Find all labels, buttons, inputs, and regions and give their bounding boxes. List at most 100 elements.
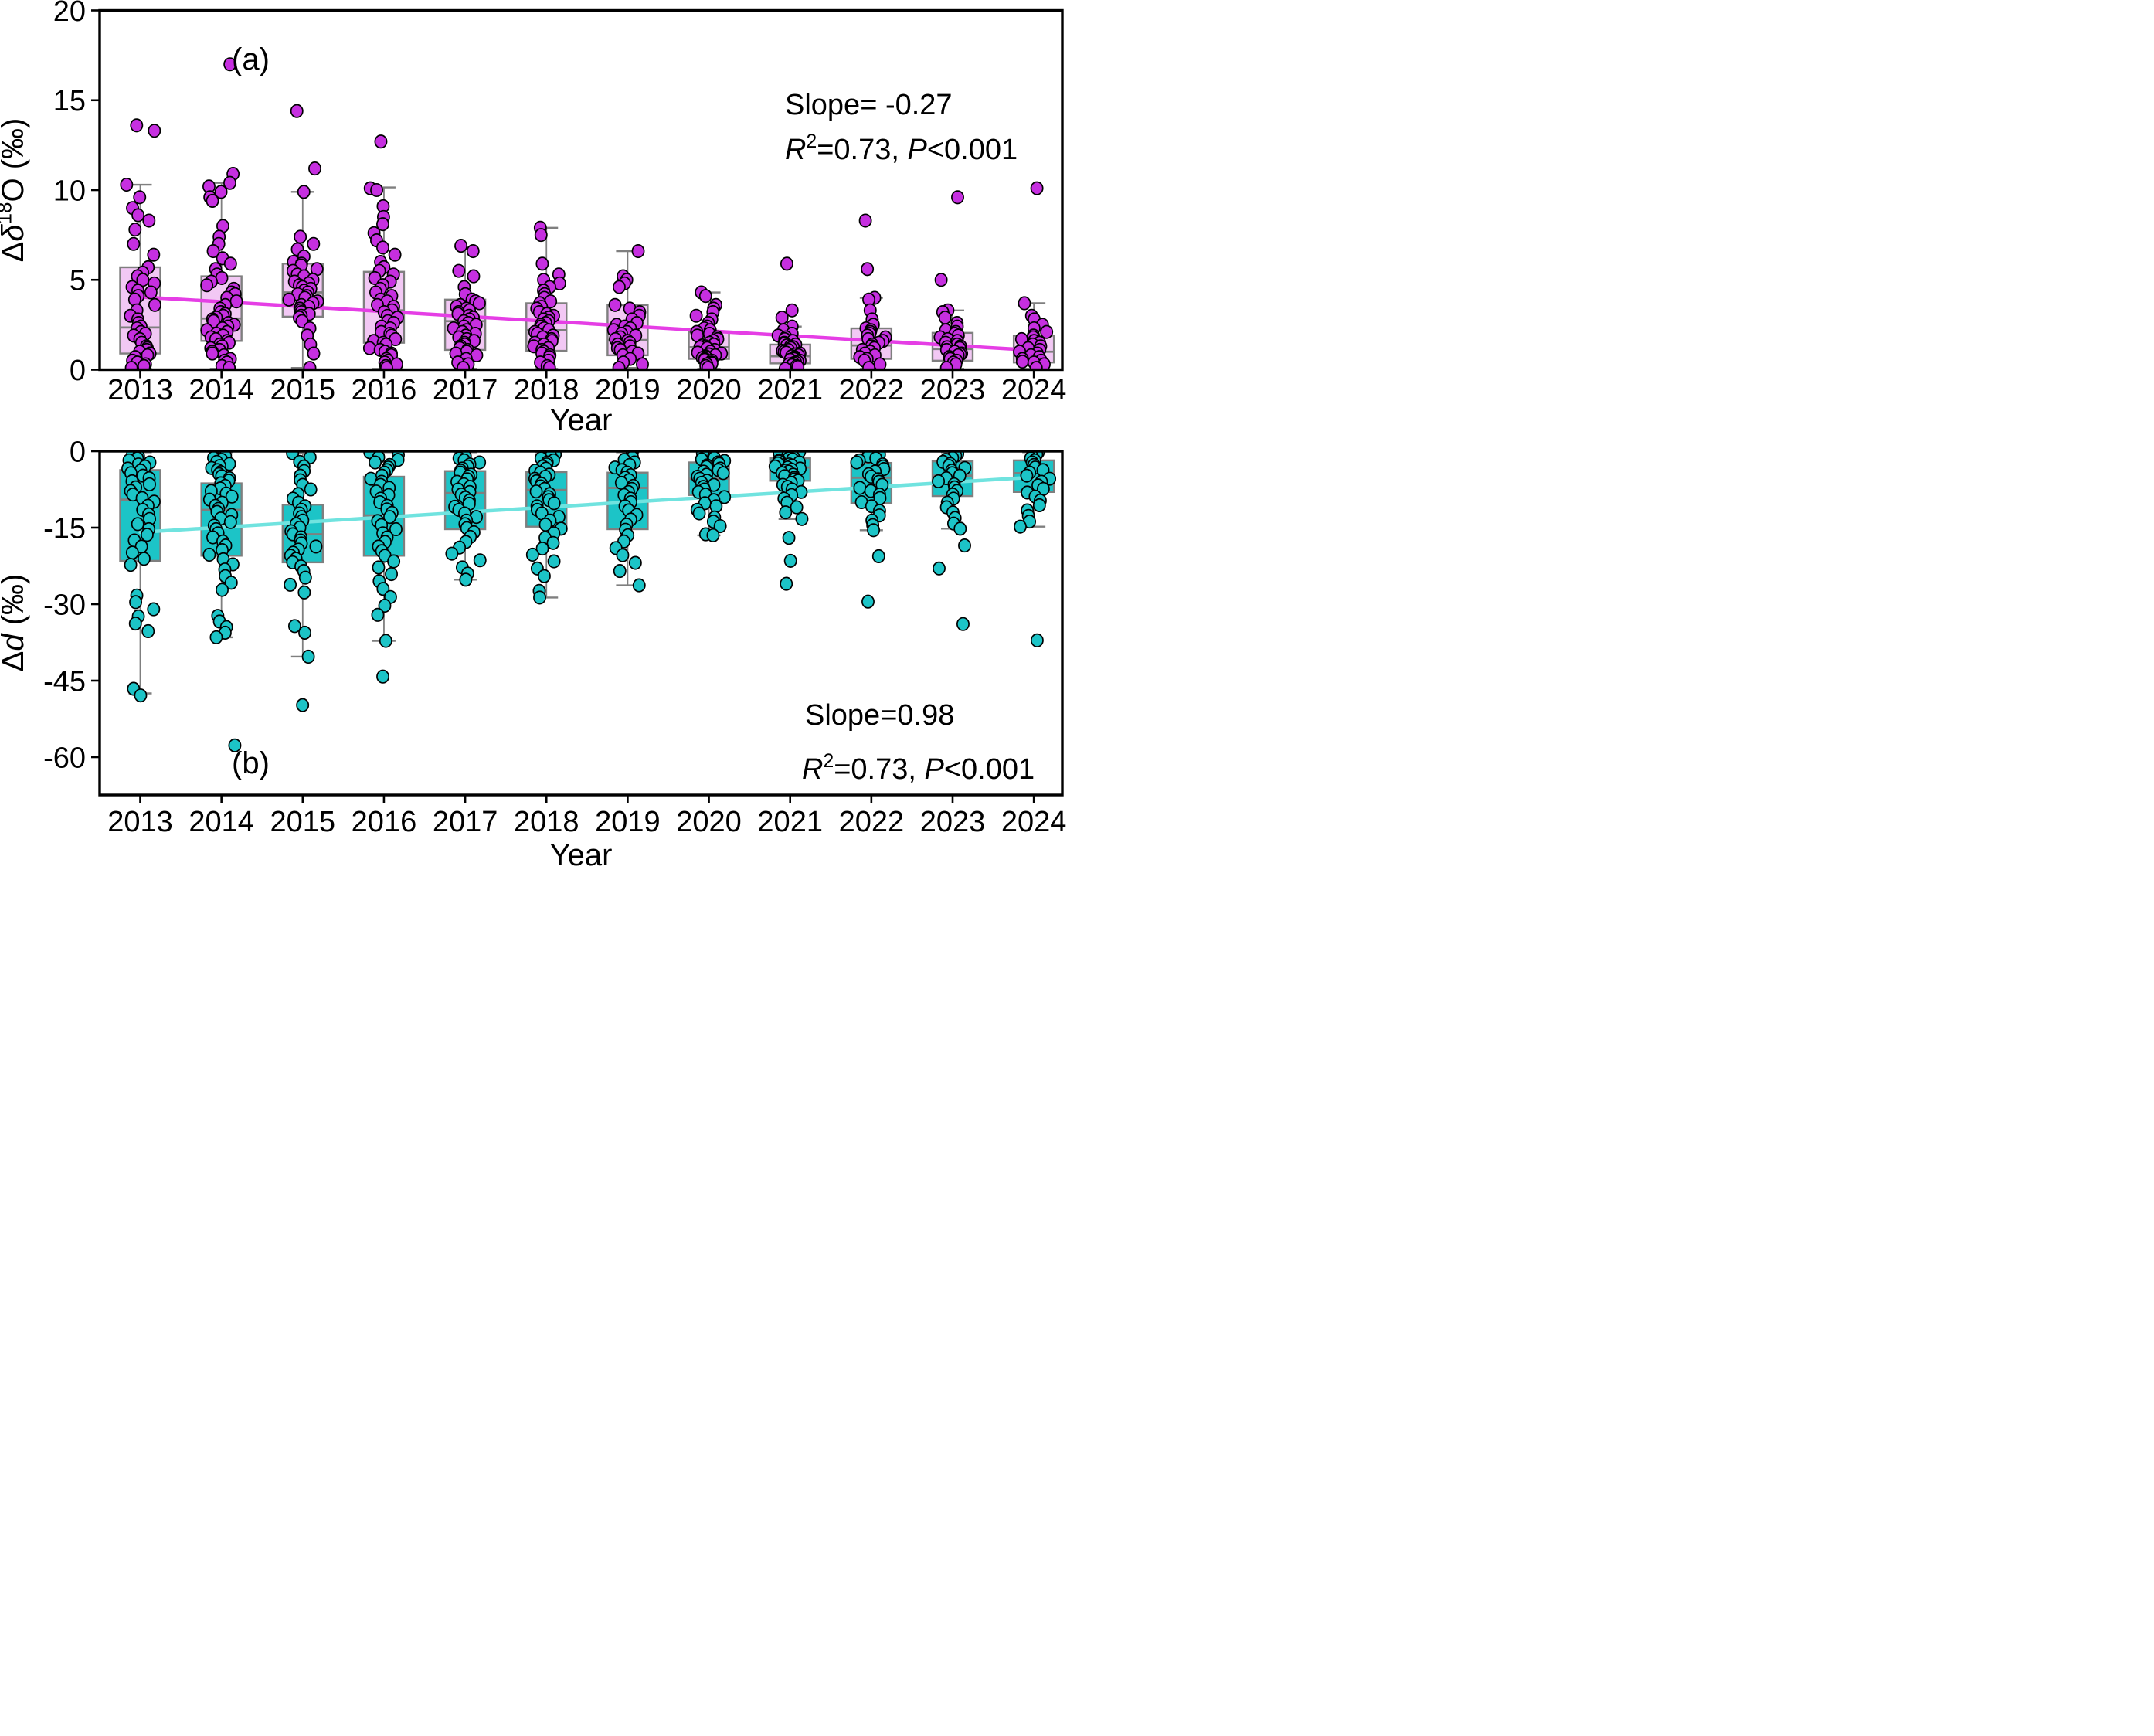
data-point — [698, 289, 712, 304]
data-point — [1020, 468, 1034, 483]
data-point — [307, 346, 321, 361]
points-2020 — [689, 285, 729, 370]
data-point — [120, 177, 134, 192]
y-tick-label: 0 — [70, 436, 86, 468]
points-2018 — [527, 220, 566, 370]
data-point — [706, 528, 720, 542]
data-point — [228, 738, 242, 752]
data-point — [1032, 498, 1046, 513]
x-tick-label: 2020 — [676, 374, 742, 406]
data-point — [223, 361, 236, 370]
data-point — [1015, 354, 1029, 369]
x-tick-label: 2017 — [433, 806, 498, 838]
data-point — [613, 564, 627, 579]
panel-b-layer: 0 -15 -30 -45 -60 2013 2014 2015 2016 2017 2018 201… — [0, 436, 1066, 838]
data-point — [785, 303, 799, 318]
data-point — [224, 576, 238, 590]
data-point — [127, 236, 141, 251]
data-point — [958, 538, 971, 553]
y-tick-label: -60 — [43, 742, 86, 774]
annotation-a-r2: R2=0.73, P<0.001 — [785, 131, 1018, 166]
data-point — [867, 523, 881, 538]
y-tick-label: 20 — [53, 0, 86, 28]
data-point — [473, 553, 487, 568]
data-point — [537, 569, 551, 583]
points-2022 — [850, 451, 891, 609]
data-point — [1018, 296, 1031, 311]
data-point — [376, 240, 389, 255]
x-tick-label: 2023 — [920, 374, 986, 406]
data-point — [372, 560, 386, 575]
points-2019 — [608, 451, 646, 593]
x-tick-label: 2019 — [595, 806, 661, 838]
data-point — [951, 190, 964, 205]
points-2013 — [120, 118, 161, 370]
plot-frame-b — [98, 450, 1064, 797]
x-tick-label: 2015 — [270, 806, 336, 838]
data-point — [307, 236, 321, 251]
data-point — [131, 517, 144, 532]
points-2015 — [284, 451, 323, 712]
yaxis-label-panel-a: Δδ18O (‰) — [0, 118, 30, 263]
xaxis-label-panel-a: Year — [550, 403, 613, 437]
data-point — [862, 361, 875, 370]
points-2022 — [853, 213, 892, 370]
data-point — [1014, 519, 1027, 534]
data-point — [533, 590, 546, 605]
points-2023 — [933, 190, 969, 370]
data-point — [612, 361, 626, 370]
data-point — [143, 477, 156, 491]
x-tick-label: 2013 — [107, 374, 173, 406]
data-point — [297, 585, 311, 600]
data-point — [632, 578, 646, 593]
data-point — [1030, 633, 1044, 647]
data-point — [214, 185, 228, 199]
points-2017 — [447, 239, 486, 370]
plot-area-a — [119, 57, 1055, 370]
data-point — [223, 256, 237, 271]
data-point — [535, 542, 549, 556]
data-point — [200, 278, 214, 293]
data-point — [956, 617, 970, 631]
data-point — [546, 535, 560, 550]
plot-area-b — [119, 451, 1057, 752]
data-point — [779, 505, 793, 520]
data-point — [457, 361, 471, 370]
annotation-a-slope: Slope= -0.27 — [785, 89, 953, 121]
data-point — [454, 239, 468, 253]
points-2014 — [202, 451, 242, 752]
data-point — [858, 213, 872, 228]
y-tick-label: 5 — [70, 265, 86, 297]
data-point — [297, 185, 311, 199]
data-point — [209, 630, 223, 644]
data-point — [534, 228, 548, 243]
data-point — [1029, 361, 1043, 370]
x-tick-label: 2016 — [352, 374, 417, 406]
data-point — [780, 256, 793, 271]
annotation-b-slope: Slope=0.98 — [805, 699, 954, 732]
isotope-boxplot-figure: 0 5 10 15 20 2013 2014 2015 2016 2017 2018 2019 2020… — [0, 0, 1077, 868]
data-point — [133, 190, 147, 205]
data-point — [389, 521, 403, 537]
annotation-b-r2: R2=0.73, P<0.001 — [802, 751, 1035, 786]
data-point — [939, 361, 953, 370]
data-point — [137, 358, 151, 370]
data-point — [608, 297, 622, 312]
x-tick-label: 2022 — [839, 806, 905, 838]
y-tick-label: 10 — [53, 175, 86, 207]
x-tick-label: 2016 — [352, 806, 417, 838]
xaxis-label-panel-b: Year — [550, 838, 613, 868]
data-point — [795, 511, 809, 526]
data-point — [938, 311, 952, 325]
data-point — [1030, 181, 1044, 195]
data-point — [301, 649, 315, 664]
x-tick-label: 2015 — [270, 374, 336, 406]
data-point — [128, 223, 142, 237]
data-point — [125, 545, 139, 560]
data-point — [369, 455, 382, 470]
data-point — [383, 510, 396, 525]
data-point — [141, 623, 155, 639]
data-point — [371, 607, 385, 622]
data-point — [148, 297, 161, 312]
data-point — [284, 577, 297, 592]
